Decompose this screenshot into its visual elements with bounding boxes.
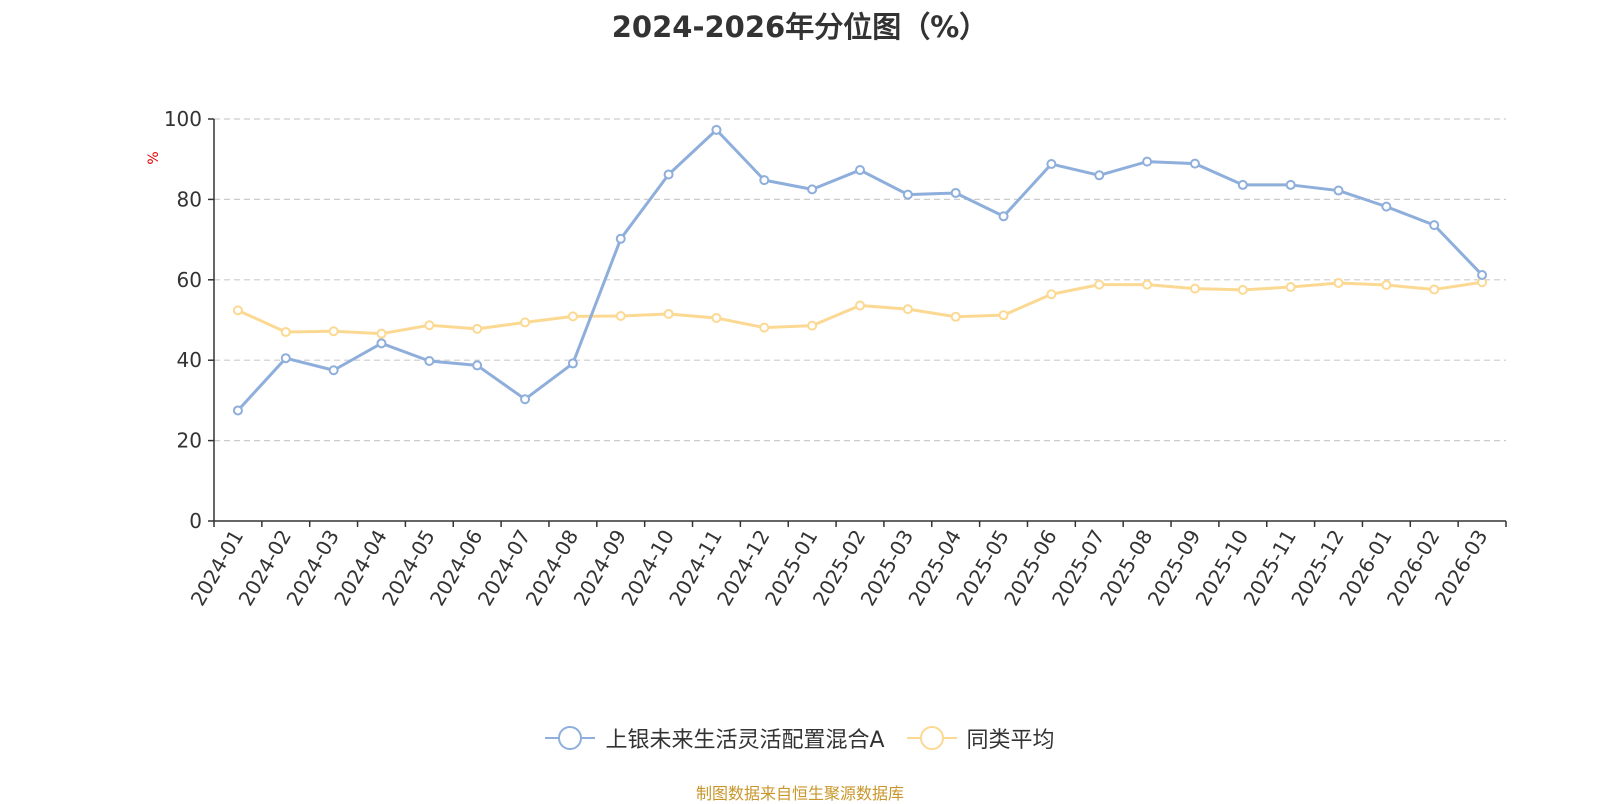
data-source-note: 制图数据来自恒生聚源数据库 (695, 784, 904, 803)
data-point-a (376, 338, 387, 349)
data-point-b (1237, 284, 1248, 295)
legend-label-series-a: 上银未来生活灵活配置混合A (605, 728, 885, 753)
data-point-a (759, 175, 770, 186)
data-point-b (711, 312, 722, 323)
y-tick-label: 80 (177, 187, 202, 211)
y-axis-label: % (146, 151, 162, 164)
data-point-b (520, 317, 531, 328)
data-point-b (424, 320, 435, 331)
data-point-a (663, 169, 674, 180)
y-tick-label: 60 (177, 268, 202, 292)
data-point-a (1189, 158, 1200, 169)
data-point-b (1046, 289, 1057, 300)
legend-item-series-b[interactable]: 同类平均 (906, 722, 1055, 754)
data-point-b (328, 326, 339, 337)
data-point-a (711, 124, 722, 135)
legend-item-series-a[interactable]: 上银未来生活灵活配置混合A (545, 722, 885, 754)
data-point-b (759, 322, 770, 333)
y-tick-label: 100 (164, 107, 202, 131)
data-point-a (472, 360, 483, 371)
data-point-b (567, 311, 578, 322)
data-point-a (280, 353, 291, 364)
data-point-b (376, 328, 387, 339)
data-point-a (1094, 170, 1105, 181)
data-point-b (232, 305, 243, 316)
data-point-a (1237, 179, 1248, 190)
data-point-a (1046, 159, 1057, 170)
data-point-a (1142, 156, 1153, 167)
data-point-b (280, 327, 291, 338)
legend: 上银未来生活灵活配置混合A 同类平均 (0, 722, 1600, 754)
data-point-a (998, 211, 1009, 222)
data-point-a (520, 394, 531, 405)
chart-title: 2024-2026年分位图（%） (611, 10, 989, 44)
series-lines (232, 124, 1488, 416)
data-point-a (424, 356, 435, 367)
data-point-b (1189, 283, 1200, 294)
data-point-b (1285, 282, 1296, 293)
data-point-a (328, 365, 339, 376)
data-point-b (1429, 284, 1440, 295)
data-point-a (950, 187, 961, 198)
line-chart: 0204060801002024-012024-022024-032024-04… (146, 107, 1507, 610)
data-point-a (1285, 179, 1296, 190)
data-point-a (1381, 201, 1392, 212)
data-point-b (1333, 278, 1344, 289)
data-point-a (855, 165, 865, 176)
data-point-b (663, 308, 674, 319)
data-point-b (1142, 279, 1153, 290)
data-point-b (855, 300, 865, 311)
legend-swatch-series-b (906, 726, 957, 750)
data-point-a (1429, 220, 1440, 231)
data-point-b (1381, 280, 1392, 291)
data-point-a (615, 233, 626, 244)
y-tick-label: 20 (177, 429, 202, 453)
data-point-a (807, 184, 818, 195)
data-point-b (472, 323, 483, 334)
data-point-a (567, 358, 578, 369)
data-point-a (902, 189, 913, 200)
legend-swatch-series-a (545, 726, 596, 750)
legend-label-series-b: 同类平均 (966, 728, 1055, 753)
data-point-b (950, 311, 961, 322)
y-tick-label: 40 (177, 348, 202, 372)
y-tick-label: 0 (189, 509, 202, 533)
data-point-b (902, 304, 913, 315)
data-point-b (615, 310, 626, 321)
data-point-b (1094, 279, 1105, 290)
data-point-a (1333, 185, 1344, 196)
data-point-a (1477, 269, 1488, 280)
data-point-b (998, 310, 1009, 321)
data-point-b (807, 320, 818, 331)
axes: 0204060801002024-012024-022024-032024-04… (164, 107, 1507, 610)
data-point-a (232, 405, 243, 416)
